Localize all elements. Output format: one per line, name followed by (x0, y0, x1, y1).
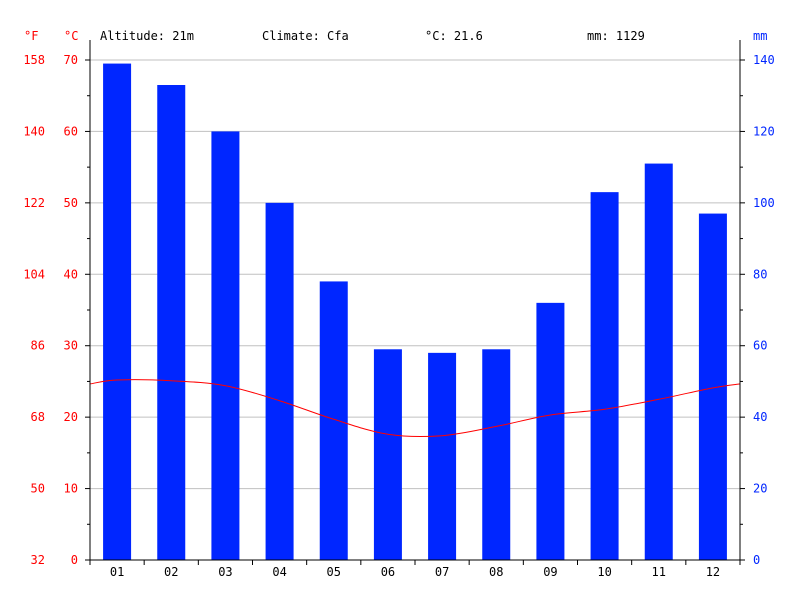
precip-bar (211, 131, 240, 560)
precip-total-label: mm: 1129 (587, 29, 645, 43)
precip-bar (319, 281, 348, 560)
month-label: 05 (327, 565, 341, 579)
precip-bar (265, 202, 294, 560)
precip-bar (644, 163, 673, 561)
celsius-unit-label: °C (64, 29, 78, 43)
precipitation-bars (103, 63, 727, 561)
precip-bar (103, 63, 132, 560)
fahrenheit-tick-label: 68 (31, 410, 45, 424)
mm-tick-label: 20 (753, 482, 767, 496)
temperature-line (89, 379, 741, 438)
mm-tick-label: 120 (753, 124, 775, 138)
axes (85, 40, 745, 565)
mm-tick-label: 140 (753, 53, 775, 67)
month-label: 12 (706, 565, 720, 579)
mm-tick-label: 80 (753, 267, 767, 281)
precip-bar (536, 302, 565, 560)
month-label: 04 (272, 565, 286, 579)
month-label: 07 (435, 565, 449, 579)
month-label: 03 (218, 565, 232, 579)
celsius-tick-label: 10 (64, 482, 78, 496)
fahrenheit-tick-label: 158 (23, 53, 45, 67)
precip-bar (698, 213, 727, 561)
celsius-tick-label: 20 (64, 410, 78, 424)
month-label: 02 (164, 565, 178, 579)
celsius-tick-label: 40 (64, 267, 78, 281)
precip-bar (590, 192, 619, 560)
mm-unit-label: mm (753, 29, 767, 43)
celsius-tick-label: 30 (64, 339, 78, 353)
precip-bar (373, 349, 402, 560)
celsius-tick-label: 50 (64, 196, 78, 210)
axis-labels: 3250688610412214015801020304050607002040… (23, 53, 774, 579)
temperature-line-group (89, 379, 741, 438)
precip-bar (428, 352, 457, 560)
month-label: 10 (597, 565, 611, 579)
fahrenheit-tick-label: 104 (23, 267, 45, 281)
precip-bar (482, 349, 511, 560)
grid-lines (90, 59, 740, 490)
mm-tick-label: 60 (753, 339, 767, 353)
fahrenheit-tick-label: 32 (31, 553, 45, 567)
climate-label: Climate: Cfa (262, 29, 349, 43)
altitude-label: Altitude: 21m (100, 29, 194, 43)
month-label: 06 (381, 565, 395, 579)
fahrenheit-tick-label: 86 (31, 339, 45, 353)
fahrenheit-tick-label: 140 (23, 124, 45, 138)
fahrenheit-tick-label: 50 (31, 482, 45, 496)
month-label: 01 (110, 565, 124, 579)
celsius-tick-label: 0 (71, 553, 78, 567)
month-label: 08 (489, 565, 503, 579)
mm-tick-label: 100 (753, 196, 775, 210)
month-label: 09 (543, 565, 557, 579)
fahrenheit-unit-label: °F (24, 29, 38, 43)
month-label: 11 (652, 565, 666, 579)
mm-tick-label: 0 (753, 553, 760, 567)
avg-temp-label: °C: 21.6 (425, 29, 483, 43)
mm-tick-label: 40 (753, 410, 767, 424)
fahrenheit-tick-label: 122 (23, 196, 45, 210)
celsius-tick-label: 60 (64, 124, 78, 138)
precip-bar (157, 85, 186, 560)
celsius-tick-label: 70 (64, 53, 78, 67)
